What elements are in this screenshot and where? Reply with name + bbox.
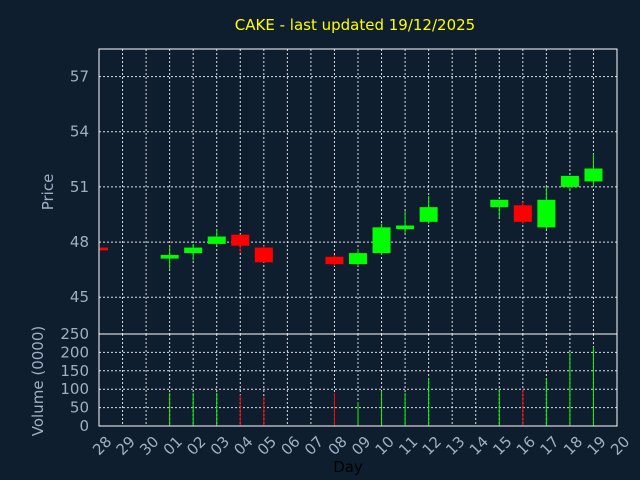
volume-tick-label: 150 — [60, 362, 89, 380]
candle-body — [254, 247, 273, 263]
candle-body — [560, 175, 579, 187]
volume-tick-label: 200 — [60, 343, 89, 361]
x-tick-label: 20 — [607, 433, 633, 459]
volume-tick-label: 100 — [60, 380, 89, 398]
volume-tick-label: 0 — [79, 417, 89, 435]
x-tick-label: 03 — [207, 433, 233, 459]
candle-body — [184, 247, 203, 254]
candle-body — [231, 234, 250, 246]
candle-body — [537, 199, 556, 228]
x-tick-labels: 2829300102030405060708091011121314151617… — [89, 433, 633, 459]
x-tick-label: 08 — [325, 433, 351, 459]
candle-body — [349, 253, 367, 265]
x-tick-label: 17 — [536, 433, 562, 459]
x-tick-label: 14 — [466, 433, 492, 459]
candle-body — [396, 225, 415, 230]
x-tick-label: 29 — [113, 433, 139, 459]
x-tick-label: 11 — [395, 433, 421, 459]
x-tick-label: 15 — [489, 433, 515, 459]
price-marks — [98, 153, 603, 270]
x-tick-label: 06 — [277, 433, 303, 459]
x-tick-label: 16 — [513, 433, 539, 459]
x-tick-label: 30 — [136, 433, 162, 459]
volume-tick-label: 50 — [70, 399, 89, 417]
volume-panel-border — [98, 333, 618, 427]
price-tick-label: 48 — [70, 233, 89, 251]
candle-body — [513, 205, 532, 222]
x-tick-label: 01 — [160, 433, 186, 459]
candle-body — [325, 256, 344, 265]
x-tick-label: 28 — [89, 433, 115, 459]
x-tick-label: 18 — [560, 433, 586, 459]
x-axis-label: Day — [333, 458, 363, 476]
price-tick-label: 51 — [70, 178, 89, 196]
price-tick-label: 45 — [70, 288, 89, 306]
price-tick-label: 57 — [70, 68, 89, 86]
price-axis-label: Price — [39, 174, 57, 211]
candle-body — [99, 247, 108, 251]
candle-body — [372, 227, 391, 254]
candle-body — [419, 207, 438, 222]
volume-tick-label: 250 — [60, 325, 89, 343]
x-tick-label: 05 — [254, 433, 280, 459]
x-tick-label: 12 — [419, 433, 445, 459]
x-tick-label: 19 — [584, 433, 610, 459]
x-tick-label: 02 — [183, 433, 209, 459]
x-tick-label: 13 — [442, 433, 468, 459]
candle-body — [207, 236, 226, 244]
candle-body — [490, 199, 509, 208]
x-tick-label: 07 — [301, 433, 327, 459]
volume-axis-label: Volume (0000) — [29, 326, 47, 436]
price-panel-border — [98, 48, 618, 335]
candle-body — [160, 254, 179, 259]
price-grid — [98, 49, 618, 334]
chart-title: CAKE - last updated 19/12/2025 — [235, 16, 475, 34]
price-tick-label: 54 — [70, 123, 89, 141]
price-tick-labels: 45 48 51 54 57 — [70, 68, 89, 307]
x-tick-label: 10 — [372, 433, 398, 459]
candle-body — [584, 168, 603, 182]
x-tick-label: 09 — [348, 433, 374, 459]
volume-marks — [169, 346, 594, 426]
x-tick-label: 04 — [230, 433, 256, 459]
